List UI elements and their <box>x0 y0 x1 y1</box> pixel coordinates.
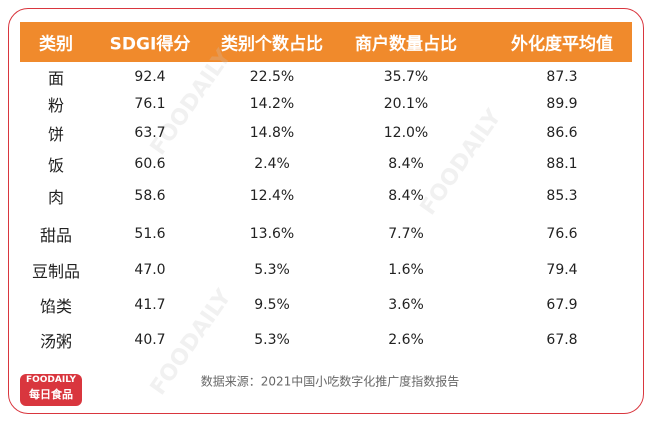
logo: FOODAILY 每日食品 <box>20 374 82 406</box>
value-cell: 12.4% <box>249 188 295 204</box>
category-cell: 汤粥 <box>39 332 73 351</box>
value-cell: 40.7 <box>134 332 166 348</box>
value-cell: 79.4 <box>546 262 578 278</box>
value-cell: 14.2% <box>249 96 295 112</box>
logo-brand: FOODAILY <box>25 375 77 385</box>
value-cell: 3.6% <box>388 297 424 313</box>
value-cell: 85.3 <box>546 188 578 204</box>
value-cell: 1.6% <box>388 262 424 278</box>
category-cell: 饭 <box>47 156 65 175</box>
category-cell: 肉 <box>47 188 65 207</box>
value-cell: 41.7 <box>134 297 166 313</box>
frame <box>8 8 644 414</box>
category-cell: 豆制品 <box>31 262 81 281</box>
value-cell: 13.6% <box>249 226 295 242</box>
value-cell: 9.5% <box>254 297 290 313</box>
value-cell: 8.4% <box>388 188 424 204</box>
value-cell: 58.6 <box>134 188 166 204</box>
value-cell: 76.1 <box>134 96 166 112</box>
value-cell: 87.3 <box>546 69 578 85</box>
value-cell: 67.8 <box>546 332 578 348</box>
value-cell: 67.9 <box>546 297 578 313</box>
header-cell: SDGI得分 <box>109 34 191 55</box>
category-cell: 馅类 <box>39 297 73 316</box>
value-cell: 5.3% <box>254 332 290 348</box>
category-cell: 甜品 <box>39 226 73 245</box>
category-cell: 面 <box>47 69 65 88</box>
value-cell: 86.6 <box>546 125 578 141</box>
value-cell: 20.1% <box>383 96 429 112</box>
value-cell: 22.5% <box>249 69 295 85</box>
header-cell: 类别个数占比 <box>221 34 323 55</box>
value-cell: 14.8% <box>249 125 295 141</box>
value-cell: 7.7% <box>388 226 424 242</box>
category-cell: 饼 <box>47 125 65 144</box>
value-cell: 12.0% <box>383 125 429 141</box>
header-cell: 外化度平均值 <box>511 34 613 55</box>
value-cell: 92.4 <box>134 69 166 85</box>
header-cell: 类别 <box>39 34 73 55</box>
value-cell: 60.6 <box>134 156 166 172</box>
header-cell: 商户数量占比 <box>355 34 457 55</box>
value-cell: 51.6 <box>134 226 166 242</box>
value-cell: 5.3% <box>254 262 290 278</box>
value-cell: 47.0 <box>134 262 166 278</box>
value-cell: 88.1 <box>546 156 578 172</box>
value-cell: 2.4% <box>254 156 290 172</box>
value-cell: 2.6% <box>388 332 424 348</box>
category-cell: 粉 <box>47 96 65 115</box>
value-cell: 35.7% <box>383 69 429 85</box>
source-note: 数据来源：2021中国小吃数字化推广度指数报告 <box>200 374 460 389</box>
table-header <box>20 22 632 62</box>
value-cell: 76.6 <box>546 226 578 242</box>
value-cell: 89.9 <box>546 96 578 112</box>
logo-name: 每日食品 <box>29 388 73 401</box>
value-cell: 8.4% <box>388 156 424 172</box>
value-cell: 63.7 <box>134 125 166 141</box>
